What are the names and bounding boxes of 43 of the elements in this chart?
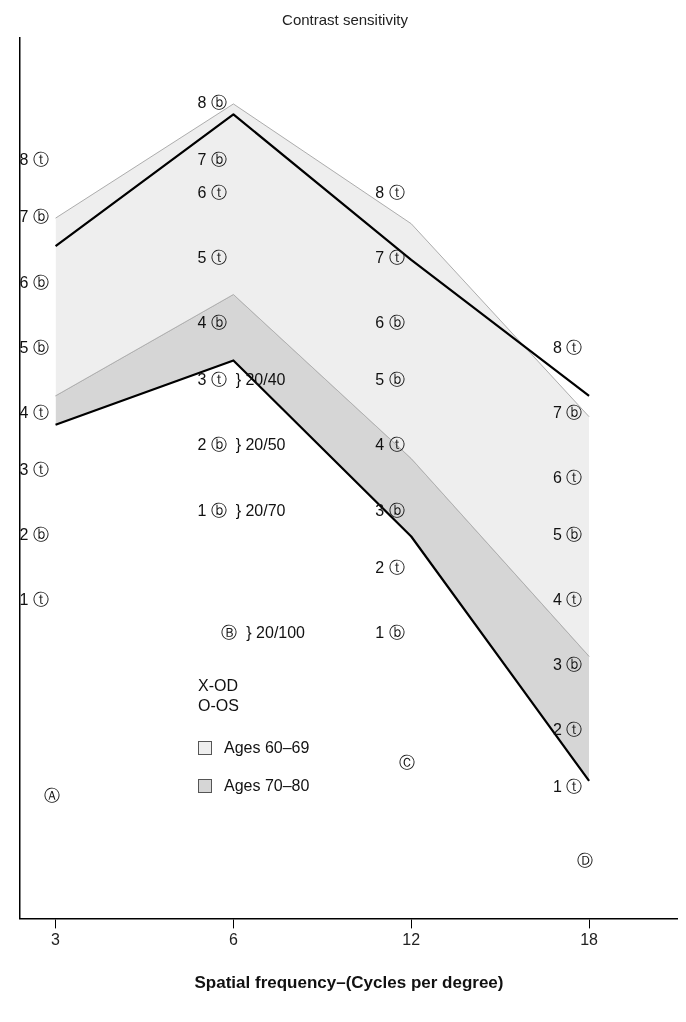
x-tick-label: 3 [51, 931, 61, 949]
annotation: 6 ⓣ [553, 468, 583, 486]
annotation: 3 ⓑ [553, 656, 583, 674]
annotation: 1 ⓣ [19, 591, 49, 609]
annotation: 2 ⓑ [19, 526, 49, 544]
annotation: O-OS [198, 696, 240, 716]
x-tick-label: 6 [228, 931, 238, 949]
annotation: 7 ⓑ [197, 151, 227, 169]
annotation: 7 ⓣ [375, 249, 405, 267]
annotation: 8 ⓣ [375, 183, 405, 201]
x-tick-label: 12 [402, 931, 421, 949]
annotation: 4 ⓑ [197, 314, 227, 332]
annotation: 5 ⓣ [197, 249, 227, 267]
annotation: Ⓐ [43, 786, 60, 804]
annotation: 6 ⓑ [375, 314, 405, 332]
annotation: 4 ⓣ [553, 591, 583, 609]
annotation: Ⓓ [577, 851, 594, 869]
annotation: Ⓒ [399, 754, 416, 772]
annotation: 4 ⓣ [375, 436, 405, 454]
annotation: Ⓑ } 20/100 [221, 623, 306, 641]
annotation: 1 ⓑ } 20/70 [197, 501, 286, 519]
annotation: 2 ⓣ [375, 558, 405, 576]
annotation: 6 ⓣ [197, 183, 227, 201]
annotation: Ages 70–80 [224, 776, 310, 796]
text: 8 ⓑ [197, 94, 227, 112]
annotation: 6 ⓑ [19, 273, 49, 291]
x-tick-label: 18 [580, 931, 599, 949]
annotation: 8 ⓣ [19, 151, 49, 169]
annotation: 1 ⓑ [375, 623, 405, 641]
annotation: 8 ⓣ [553, 338, 583, 356]
annotation: 4 ⓣ [19, 403, 49, 421]
annotation: 1 ⓣ [553, 778, 583, 796]
annotation: 7 ⓑ [19, 208, 49, 226]
annotation: 3 ⓣ [19, 460, 49, 478]
annotation: 5 ⓑ [553, 526, 583, 544]
annotation: 5 ⓑ [375, 371, 405, 389]
annotation: Ages 60–69 [224, 738, 310, 758]
annotation: 5 ⓑ [19, 338, 49, 356]
x-axis-title: Spatial frequency–(Cycles per degree) [194, 973, 504, 993]
annotation: 7 ⓑ [553, 403, 583, 421]
annotation: X-OD [198, 676, 239, 696]
annotation: 2 ⓑ } 20/50 [197, 436, 286, 454]
chart-title: Contrast sensitivity [282, 11, 409, 29]
